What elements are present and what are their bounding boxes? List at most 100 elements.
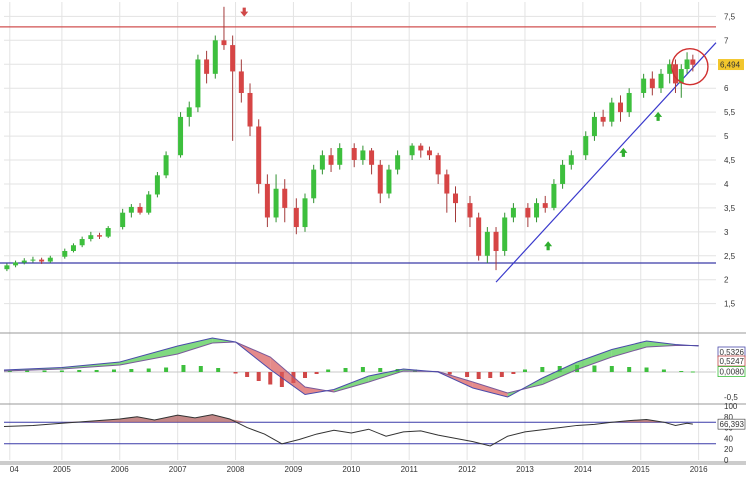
macd-histogram-bar [59, 370, 64, 372]
macd-value-label: 0,0080 [720, 368, 745, 377]
candle-body [609, 102, 615, 122]
candle-body [62, 250, 68, 257]
macd-histogram-bar [476, 372, 481, 379]
x-tick-label: 2007 [169, 465, 187, 474]
macd-histogram-bar [592, 365, 597, 372]
macd-tick-label: -0,5 [724, 393, 738, 402]
candle-body [626, 92, 632, 113]
candle-body [311, 169, 317, 199]
x-tick-label: 2012 [458, 465, 476, 474]
candle-body [21, 260, 27, 263]
macd-histogram-bar [557, 366, 562, 372]
macd-histogram-bar [303, 372, 308, 378]
candle-body [467, 203, 473, 218]
candle-body [560, 164, 566, 184]
macd-histogram-bar [522, 369, 527, 372]
macd-histogram-bar [129, 369, 134, 372]
x-tick-label: 2008 [227, 465, 245, 474]
x-tick-label: 2009 [285, 465, 303, 474]
x-tick-label: 2013 [516, 465, 534, 474]
candle-body [502, 217, 508, 251]
candle-body [426, 150, 432, 156]
macd-value-badge [717, 366, 746, 378]
arrow-down-icon [240, 7, 249, 17]
candle-body [568, 155, 574, 165]
rsi-tick-label: 100 [724, 402, 738, 411]
candle-body [247, 92, 253, 127]
candle-body [542, 203, 548, 208]
macd-value-label: 0,5326 [720, 348, 745, 357]
macd-fill-segment [472, 382, 508, 397]
rsi-value-badge [717, 418, 746, 430]
candle-body [70, 245, 76, 251]
macd-histogram-bar [279, 372, 284, 387]
highlight-circle [671, 47, 709, 86]
candle-body [658, 73, 664, 89]
candle-body [105, 228, 111, 237]
candle-body [221, 40, 227, 46]
macd-histogram-bar [627, 367, 632, 372]
macd-histogram-bar [216, 368, 221, 372]
candle-body [684, 59, 690, 70]
x-tick-label: 2016 [690, 465, 708, 474]
macd-histogram-bar [499, 372, 504, 377]
candle-body [678, 69, 684, 84]
macd-histogram-bar [644, 367, 649, 372]
candle-body [154, 175, 160, 195]
macd-histogram-bar [198, 366, 203, 372]
macd-histogram-bar [233, 372, 238, 374]
candle-body [690, 59, 696, 65]
candle-body [4, 265, 10, 270]
candle-body [79, 239, 85, 246]
x-tick-label: 04 [10, 465, 19, 474]
macd-histogram-bar [42, 370, 47, 372]
price-tick-label: 3 [724, 228, 729, 237]
macd-fill-segment [119, 346, 178, 365]
candle-body [163, 155, 169, 176]
candle-body [484, 231, 490, 256]
macd-histogram-bar [268, 372, 273, 385]
candle-body [453, 193, 459, 204]
candle-body [97, 235, 103, 237]
macd-histogram-bar [7, 371, 12, 372]
price-tick-label: 7,5 [724, 12, 736, 21]
macd-value-badge [717, 355, 746, 367]
candle-body [212, 40, 218, 74]
rsi-value-label: 66,393 [720, 420, 745, 429]
axis-layer: 04 2005 2006 2007 2008 2009 2010 2011 2012 2013 20… [10, 12, 746, 474]
rsi-tick-label: 0 [724, 456, 729, 465]
candle-body [351, 148, 357, 161]
macd-line [3, 337, 699, 398]
macd-histogram-bar [343, 368, 348, 372]
macd-histogram-bar [77, 370, 82, 372]
macd-histogram-bar [378, 368, 383, 372]
candle-body [120, 212, 126, 228]
candle-body [369, 150, 375, 165]
macd-fill-segment [542, 362, 578, 385]
macd-panel [3, 337, 716, 398]
macd-histogram-bar [245, 372, 250, 377]
candle-body [551, 183, 557, 208]
macd-histogram-bar [679, 371, 684, 372]
candle-body [386, 169, 392, 194]
price-tick-label: 4,5 [724, 156, 736, 165]
price-tick-label: 1,5 [724, 300, 736, 309]
macd-histogram-bar [511, 372, 516, 374]
macd-histogram-bar [326, 369, 331, 372]
candle-body [186, 107, 192, 117]
candle-body [319, 155, 325, 170]
candle-body [30, 259, 36, 261]
macd-histogram-bar [540, 367, 545, 372]
macd-histogram-bar [360, 367, 365, 372]
candle-body [510, 207, 516, 218]
macd-histogram-bar [314, 372, 319, 374]
macd-histogram-bar [488, 372, 493, 378]
candle-body [146, 194, 152, 213]
arrow-up-icon [544, 241, 553, 251]
macd-fill-segment [333, 376, 369, 392]
candle-body [337, 148, 343, 165]
candle-body [672, 64, 678, 84]
candle-body [238, 71, 244, 93]
macd-histogram-bar [181, 365, 186, 372]
price-tick-label: 4 [724, 180, 729, 189]
